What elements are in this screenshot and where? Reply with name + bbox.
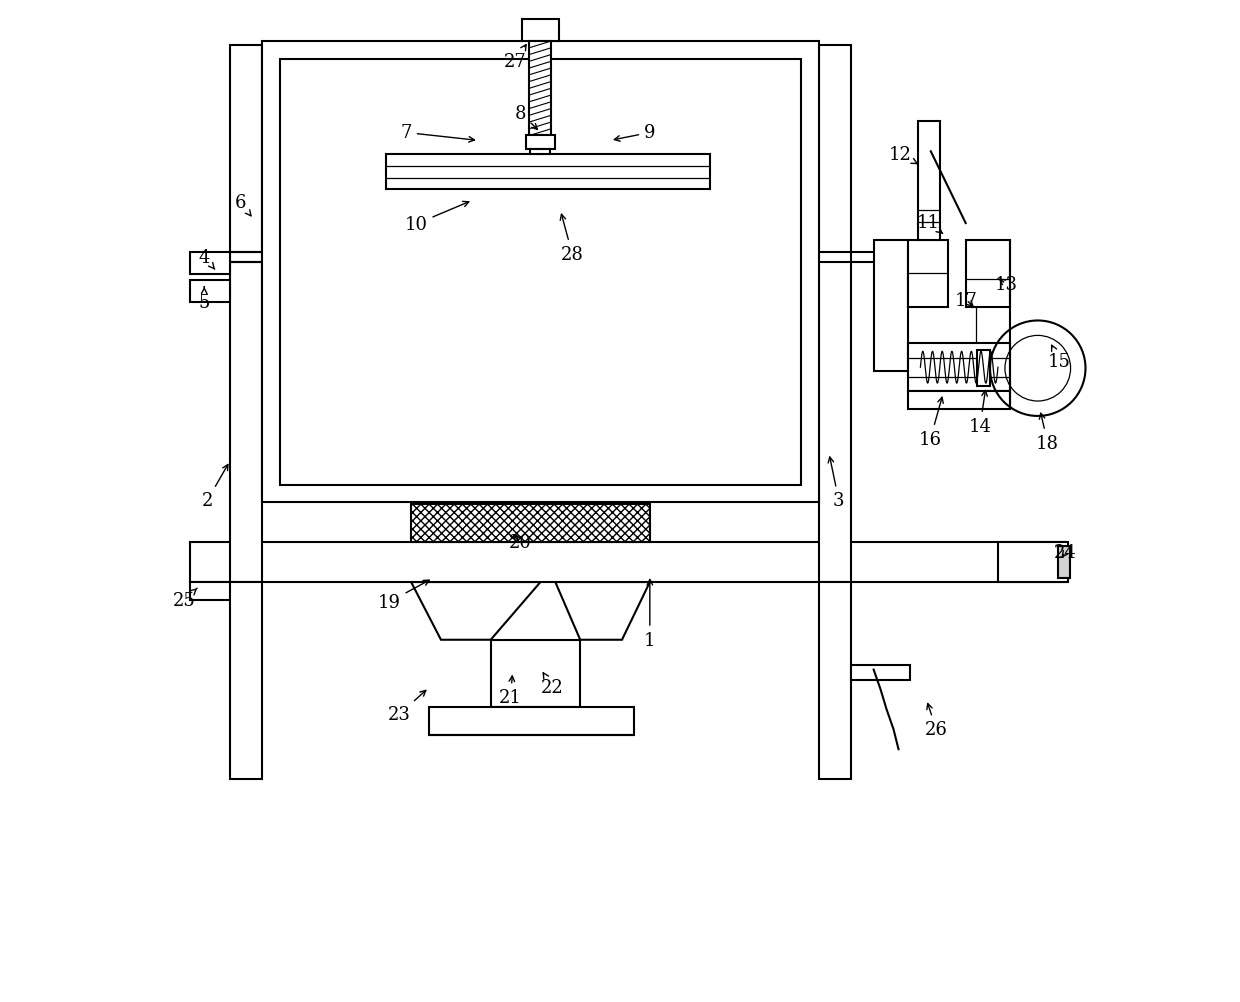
Bar — [386, 155, 709, 190]
Bar — [190, 582, 234, 600]
Text: 16: 16 — [919, 398, 944, 448]
Text: 20: 20 — [510, 534, 532, 552]
Bar — [909, 240, 949, 308]
Bar — [231, 46, 262, 582]
Text: 10: 10 — [404, 202, 469, 233]
Bar — [412, 505, 650, 543]
Bar — [818, 46, 851, 582]
Bar — [526, 136, 556, 150]
Text: 23: 23 — [388, 690, 425, 723]
Bar — [262, 42, 818, 503]
Text: 6: 6 — [234, 194, 250, 216]
Text: 17: 17 — [955, 292, 977, 310]
Bar — [919, 121, 940, 240]
Text: 28: 28 — [560, 215, 584, 264]
Text: 26: 26 — [925, 703, 947, 738]
Text: 2: 2 — [202, 465, 228, 510]
Text: 18: 18 — [1037, 414, 1059, 452]
Bar — [522, 20, 559, 42]
Text: 4: 4 — [198, 248, 215, 270]
Bar — [429, 707, 634, 735]
Bar — [190, 543, 1065, 582]
Text: 15: 15 — [1048, 346, 1071, 371]
Polygon shape — [556, 582, 650, 640]
Text: 25: 25 — [172, 588, 197, 609]
Polygon shape — [412, 582, 541, 640]
Bar — [280, 60, 801, 485]
Bar — [1058, 547, 1070, 578]
Text: 19: 19 — [378, 580, 429, 611]
Bar — [966, 240, 1009, 308]
Text: 3: 3 — [828, 458, 844, 510]
Bar — [529, 42, 552, 136]
Text: 12: 12 — [889, 146, 918, 164]
Bar — [531, 150, 551, 155]
Bar — [491, 640, 580, 707]
Text: 5: 5 — [198, 288, 210, 312]
Bar — [190, 281, 231, 303]
Bar — [998, 543, 1068, 582]
Text: 9: 9 — [614, 124, 656, 142]
Text: 1: 1 — [644, 580, 656, 649]
Text: 8: 8 — [515, 104, 537, 130]
Text: 7: 7 — [401, 124, 475, 143]
Text: 27: 27 — [505, 45, 527, 71]
Text: 13: 13 — [994, 276, 1018, 294]
Text: 11: 11 — [916, 213, 942, 234]
Bar — [909, 392, 1009, 410]
Bar — [977, 351, 990, 387]
Text: 24: 24 — [1054, 544, 1078, 562]
Text: 14: 14 — [968, 391, 992, 436]
Bar — [818, 582, 851, 780]
Text: 22: 22 — [541, 673, 564, 696]
Text: 21: 21 — [500, 676, 522, 706]
Bar — [851, 665, 910, 680]
Bar — [909, 344, 1009, 392]
Bar — [231, 582, 262, 780]
Bar — [874, 240, 909, 372]
Bar — [190, 253, 231, 275]
